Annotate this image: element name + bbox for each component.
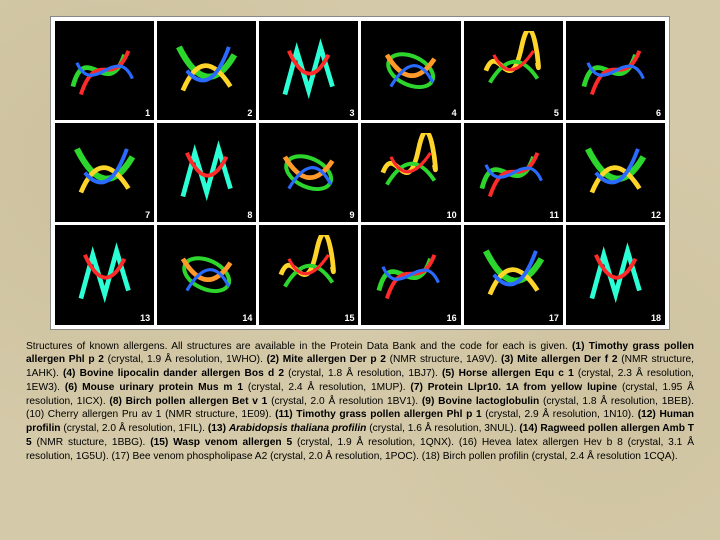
structure-cell-18: 18 — [566, 225, 665, 324]
structure-cell-10: 10 — [361, 123, 460, 222]
cell-number: 8 — [247, 210, 252, 220]
structure-cell-14: 14 — [157, 225, 256, 324]
figure-caption: Structures of known allergens. All struc… — [24, 340, 696, 464]
cell-number: 12 — [651, 210, 661, 220]
protein-ribbon-icon — [65, 235, 144, 314]
cell-number: 15 — [344, 313, 354, 323]
cell-number: 13 — [140, 313, 150, 323]
protein-ribbon-icon — [167, 235, 246, 314]
cell-number: 1 — [145, 108, 150, 118]
protein-ribbon-icon — [65, 31, 144, 110]
protein-ribbon-icon — [474, 31, 553, 110]
structure-cell-12: 12 — [566, 123, 665, 222]
cell-number: 14 — [242, 313, 252, 323]
structure-cell-5: 5 — [464, 21, 563, 120]
structure-cell-15: 15 — [259, 225, 358, 324]
protein-ribbon-icon — [576, 133, 655, 212]
protein-ribbon-icon — [371, 235, 450, 314]
structure-grid-panel: 123456789101112131415161718 — [50, 16, 670, 330]
cell-number: 9 — [349, 210, 354, 220]
cell-number: 6 — [656, 108, 661, 118]
protein-ribbon-icon — [269, 235, 348, 314]
structure-cell-6: 6 — [566, 21, 665, 120]
structure-cell-4: 4 — [361, 21, 460, 120]
protein-ribbon-icon — [576, 31, 655, 110]
structure-grid: 123456789101112131415161718 — [55, 21, 665, 325]
protein-ribbon-icon — [474, 235, 553, 314]
cell-number: 7 — [145, 210, 150, 220]
protein-ribbon-icon — [371, 31, 450, 110]
structure-cell-9: 9 — [259, 123, 358, 222]
structure-cell-11: 11 — [464, 123, 563, 222]
structure-cell-17: 17 — [464, 225, 563, 324]
structure-cell-1: 1 — [55, 21, 154, 120]
cell-number: 17 — [549, 313, 559, 323]
structure-cell-16: 16 — [361, 225, 460, 324]
structure-cell-13: 13 — [55, 225, 154, 324]
cell-number: 16 — [447, 313, 457, 323]
cell-number: 10 — [447, 210, 457, 220]
cell-number: 3 — [349, 108, 354, 118]
protein-ribbon-icon — [269, 133, 348, 212]
cell-number: 18 — [651, 313, 661, 323]
structure-cell-2: 2 — [157, 21, 256, 120]
cell-number: 5 — [554, 108, 559, 118]
protein-ribbon-icon — [65, 133, 144, 212]
protein-ribbon-icon — [269, 31, 348, 110]
protein-ribbon-icon — [371, 133, 450, 212]
protein-ribbon-icon — [167, 31, 246, 110]
cell-number: 4 — [452, 108, 457, 118]
structure-cell-3: 3 — [259, 21, 358, 120]
structure-cell-7: 7 — [55, 123, 154, 222]
protein-ribbon-icon — [576, 235, 655, 314]
structure-cell-8: 8 — [157, 123, 256, 222]
protein-ribbon-icon — [167, 133, 246, 212]
cell-number: 11 — [549, 210, 559, 220]
protein-ribbon-icon — [474, 133, 553, 212]
cell-number: 2 — [247, 108, 252, 118]
